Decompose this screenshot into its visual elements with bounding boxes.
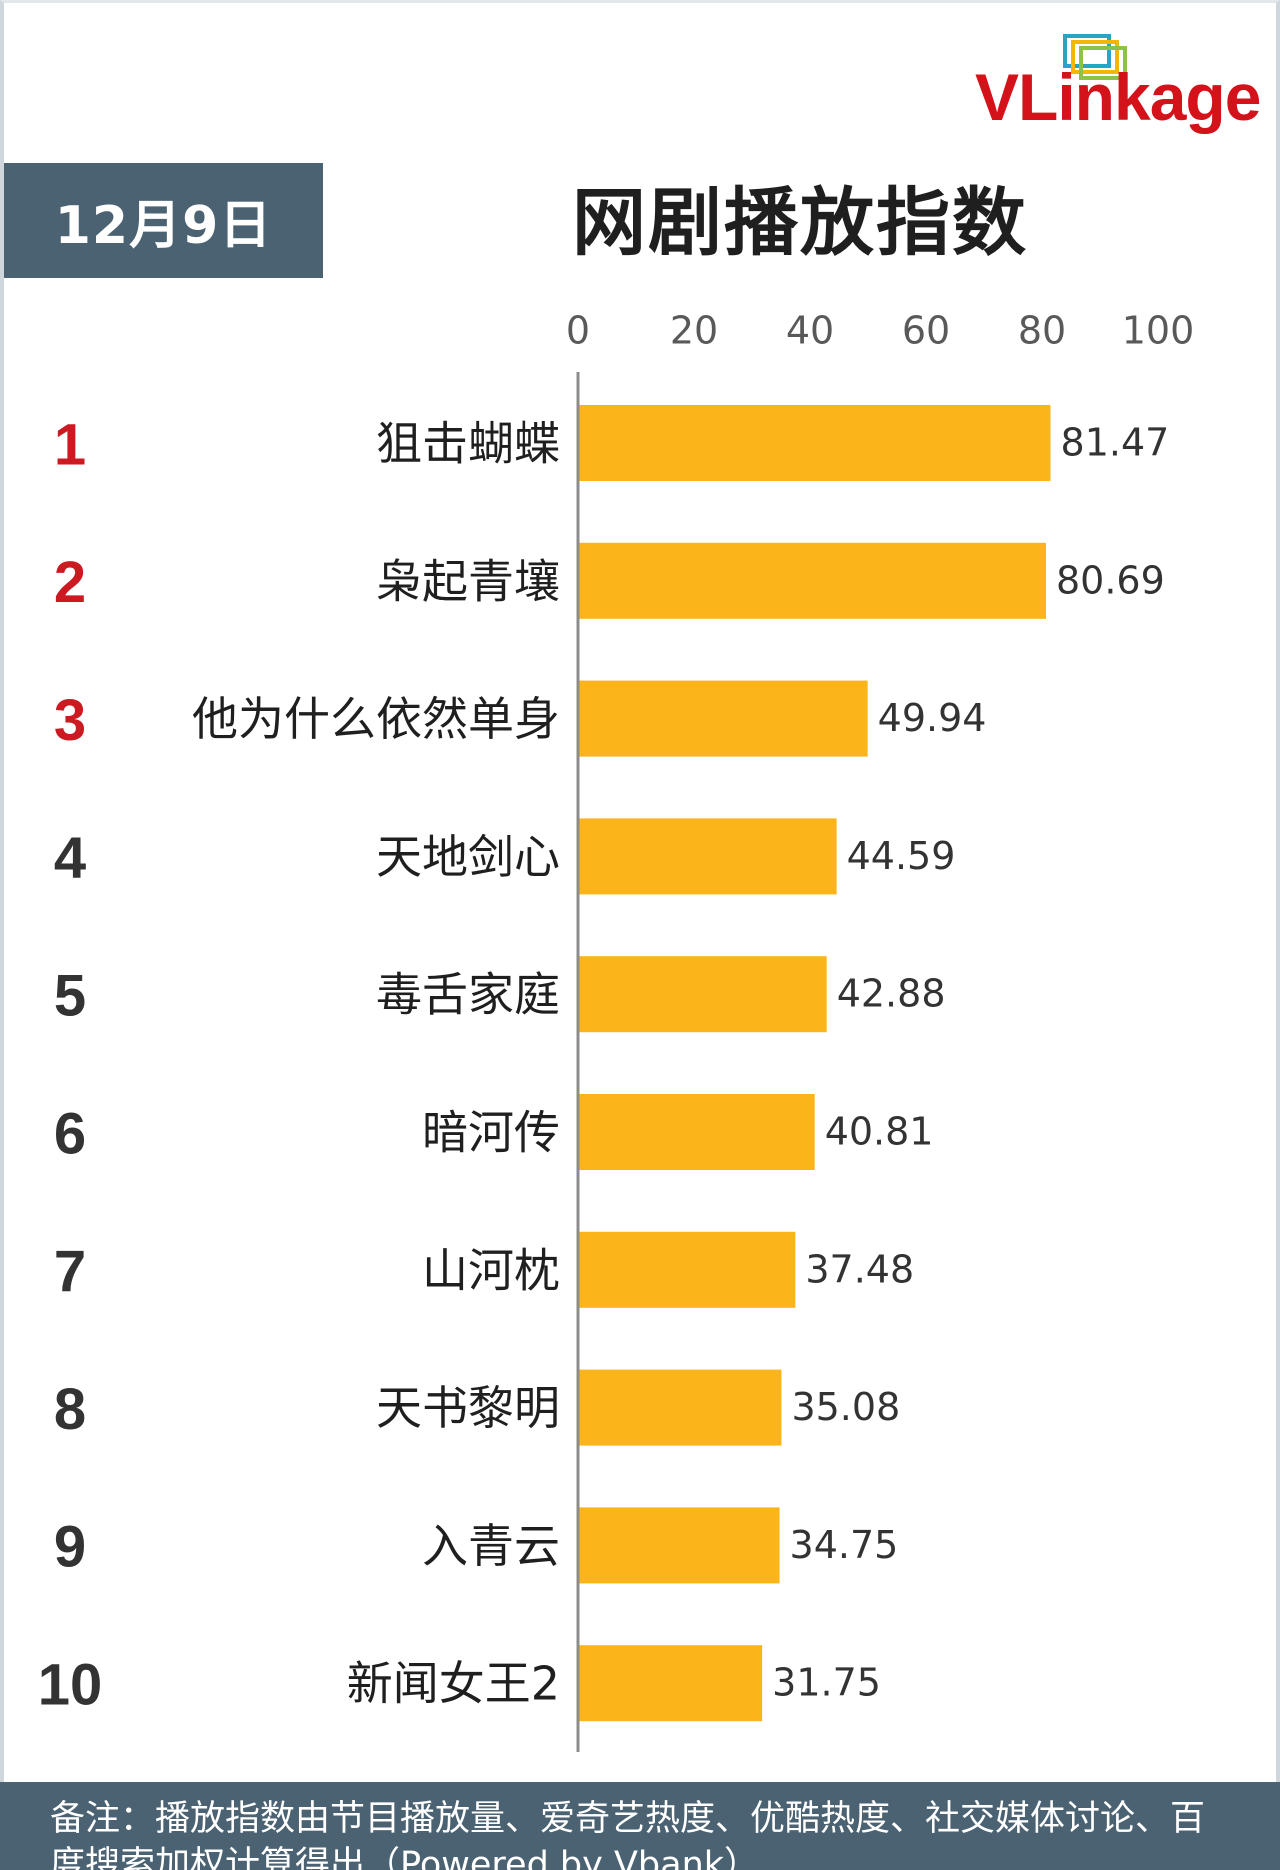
bar xyxy=(578,1094,815,1170)
bar-chart: 0 20 40 60 80 100 81.47 狙击蝴蝶 1 80.69 枭起青壤 2 49.94 他为什… xyxy=(38,309,1195,1752)
category-label: 天书黎明 xyxy=(376,1381,560,1435)
category-label: 入青云 xyxy=(422,1519,560,1573)
category-label: 狙击蝴蝶 xyxy=(376,417,560,471)
rank-number: 6 xyxy=(54,1101,86,1166)
x-tick-label: 80 xyxy=(1018,309,1066,353)
rank-number: 5 xyxy=(54,964,86,1029)
x-tick-label: 20 xyxy=(670,309,718,353)
category-label: 枭起青壤 xyxy=(376,554,560,608)
logo-card-green xyxy=(1079,46,1127,80)
rank-number: 8 xyxy=(54,1377,86,1442)
footer-note: 备注：播放指数由节目播放量、爱奇艺热度、优酷热度、社交媒体讨论、百度搜索加权计算… xyxy=(50,1799,1206,1870)
logo-text-rest: inkage xyxy=(1057,60,1261,134)
data-label: 81.47 xyxy=(1061,421,1170,465)
chart-title: 网剧播放指数 xyxy=(572,180,1028,266)
data-label: 44.59 xyxy=(847,834,956,878)
rank-number: 9 xyxy=(54,1515,86,1580)
category-label: 暗河传 xyxy=(422,1106,560,1160)
bar xyxy=(578,956,827,1033)
bar xyxy=(578,1645,763,1722)
logo-card-blue xyxy=(1063,34,1111,68)
bar xyxy=(578,818,837,895)
x-tick-label: 40 xyxy=(786,309,834,353)
logo-mark-icon xyxy=(1063,34,1127,80)
bar xyxy=(578,542,1047,619)
bar xyxy=(578,405,1051,481)
x-tick-label: 60 xyxy=(902,309,950,353)
vlinkage-logo: VLinkage xyxy=(975,22,1275,142)
bar xyxy=(578,1231,796,1308)
rank-number: 7 xyxy=(54,1239,86,1304)
bar xyxy=(578,1507,780,1584)
data-label: 37.48 xyxy=(805,1247,914,1291)
data-label: 35.08 xyxy=(791,1385,900,1429)
x-tick-label: 100 xyxy=(1122,309,1195,353)
data-label: 49.94 xyxy=(878,696,987,740)
category-label: 毒舌家庭 xyxy=(376,968,560,1022)
footer-note-band: 备注：播放指数由节目播放量、爱奇艺热度、优酷热度、社交媒体讨论、百度搜索加权计算… xyxy=(0,1782,1280,1870)
data-label: 80.69 xyxy=(1056,558,1165,602)
category-label: 新闻女王2 xyxy=(347,1657,560,1711)
bar xyxy=(578,1369,782,1446)
category-label: 天地剑心 xyxy=(376,830,560,884)
data-label: 40.81 xyxy=(825,1110,934,1154)
date-badge: 12月9日 xyxy=(4,163,323,278)
rank-number: 1 xyxy=(54,412,86,477)
data-label: 34.75 xyxy=(790,1523,899,1567)
logo-wordmark: VLinkage xyxy=(975,64,1261,130)
data-label: 31.75 xyxy=(772,1661,881,1705)
bar xyxy=(578,680,868,757)
category-label: 山河枕 xyxy=(422,1243,560,1297)
x-tick-label: 0 xyxy=(566,309,590,353)
logo-card-yellow xyxy=(1071,40,1119,74)
data-label: 42.88 xyxy=(837,972,946,1016)
rank-number: 10 xyxy=(38,1653,103,1718)
rank-number: 4 xyxy=(54,826,86,891)
logo-text-vl: VL xyxy=(975,60,1058,134)
rank-number: 2 xyxy=(54,550,86,615)
category-label: 他为什么依然单身 xyxy=(192,692,560,746)
rank-number: 3 xyxy=(54,688,86,753)
